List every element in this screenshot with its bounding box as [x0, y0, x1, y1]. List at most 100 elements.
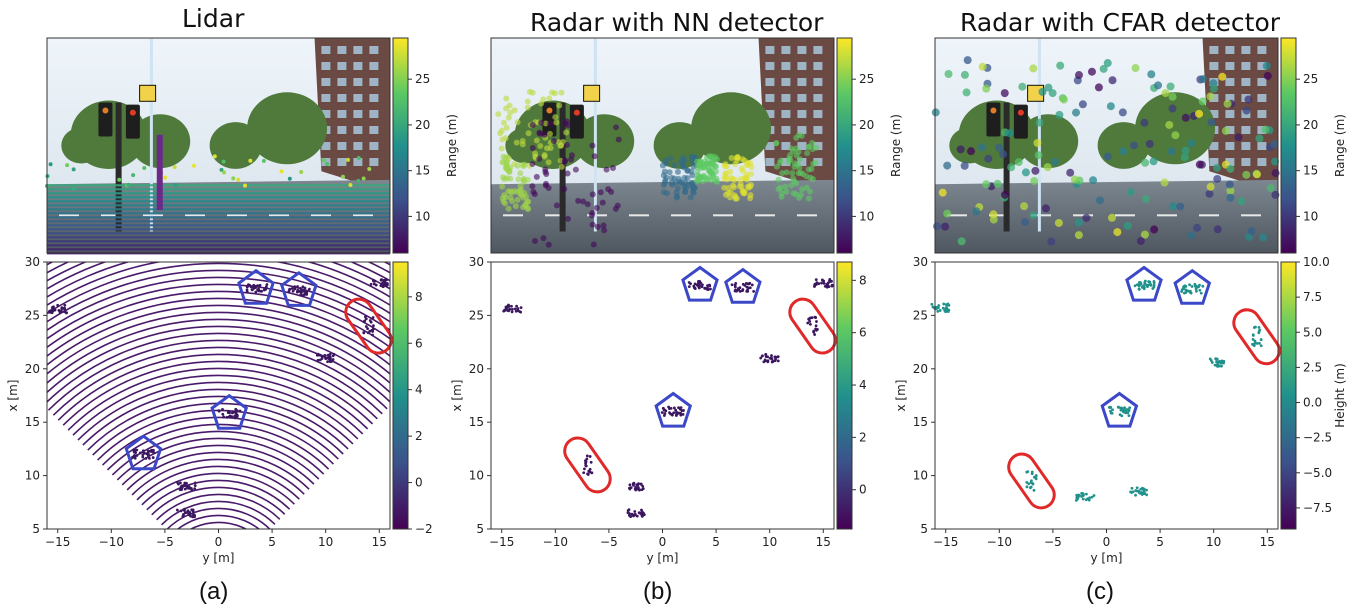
building-window: [797, 94, 807, 102]
radar-cfar-point: [943, 161, 952, 170]
camera-colorbar-0: 10 15 20 25 Range (m): [392, 37, 459, 254]
radar-cfar-point: [1029, 64, 1038, 73]
radar-cfar-point: [1123, 221, 1132, 230]
detection-point: [706, 284, 709, 288]
detection-point: [585, 454, 589, 458]
detection-point: [1199, 291, 1203, 295]
radar-nn-point: [697, 158, 704, 165]
tree: [691, 92, 772, 165]
detection-point: [1218, 360, 1222, 363]
radar-cfar-point: [1226, 193, 1235, 202]
road-sign: [139, 84, 157, 102]
radar-cfar-point: [931, 108, 940, 117]
sublabel-a: (a): [199, 578, 229, 605]
detection-point: [697, 281, 701, 285]
detection-point: [930, 302, 934, 306]
detection-point: [1186, 289, 1190, 293]
building-window: [353, 94, 363, 102]
lidar-point: [361, 176, 366, 181]
radar-nn-point: [700, 172, 707, 179]
radar-cfar-point: [957, 237, 966, 246]
radar-nn-point: [681, 183, 688, 190]
building-window: [369, 78, 379, 86]
detection-point: [674, 414, 678, 417]
lidar-point: [172, 165, 177, 170]
radar-nn-point: [506, 169, 513, 176]
detection-point: [249, 285, 253, 289]
detection-point: [633, 510, 637, 513]
detection-point: [1152, 283, 1156, 287]
detection-point: [217, 409, 221, 413]
radar-nn-point: [773, 140, 780, 147]
building-window: [1257, 110, 1267, 118]
lidar-scanline: [47, 200, 390, 203]
detection-point: [1117, 405, 1120, 409]
lidar-point: [191, 163, 196, 168]
radar-cfar-point: [982, 180, 991, 189]
radar-nn-point: [505, 188, 512, 195]
camera-colorbar-1: 10 15 20 25 Range (m): [836, 37, 903, 254]
y-tick-label: 10: [25, 469, 40, 483]
detection-point: [303, 286, 307, 290]
detection-point: [637, 511, 641, 515]
y-tick-label: 5: [32, 522, 40, 536]
colorbar-gradient: [1280, 261, 1297, 530]
detection-point: [629, 515, 633, 519]
detection-point: [225, 415, 229, 419]
camera-frame: [934, 37, 1279, 254]
building-window: [1209, 62, 1219, 70]
building-window: [781, 62, 791, 70]
radar-nn-point: [600, 222, 607, 229]
radar-nn-point: [734, 154, 741, 161]
detection-point: [1086, 497, 1090, 501]
traffic-light-lamp: [1017, 109, 1024, 116]
detection-point: [1257, 325, 1261, 329]
radar-cfar-point: [1000, 89, 1009, 98]
radar-cfar-point: [1050, 157, 1059, 166]
detection-point: [663, 408, 667, 412]
lidar-ring: [47, 304, 390, 366]
radar-nn-point: [597, 189, 604, 196]
detection-point: [1257, 331, 1261, 335]
detection-point: [183, 507, 186, 511]
radar-cfar-point: [1187, 139, 1196, 148]
detection-point: [363, 315, 367, 319]
building-window: [813, 110, 823, 118]
detection-point: [183, 481, 187, 485]
detection-point: [331, 358, 335, 361]
detection-point: [138, 451, 142, 455]
radar-nn-point: [546, 95, 553, 102]
building-window: [765, 110, 775, 118]
lidar-point: [346, 157, 351, 162]
detection-point: [588, 455, 592, 458]
building-window: [781, 46, 791, 54]
radar-nn-point: [798, 186, 805, 193]
lidar-ring: [57, 353, 378, 421]
lidar-ring: [52, 346, 383, 416]
radar-cfar-point: [1033, 138, 1042, 147]
lidar-point: [287, 176, 292, 181]
radar-cfar-point: [1168, 104, 1177, 113]
building-window: [337, 110, 347, 118]
radar-nn-point: [521, 161, 528, 168]
radar-cfar-point: [1263, 71, 1272, 80]
detection-point: [1130, 486, 1134, 490]
detection-point: [328, 359, 332, 363]
radar-cfar-point: [1195, 160, 1204, 169]
lidar-point: [221, 159, 226, 164]
radar-nn-point: [558, 163, 565, 170]
radar-cfar-point: [1234, 133, 1243, 142]
pedestrian-pentagon: [1100, 391, 1139, 428]
detection-point: [634, 485, 638, 489]
y-tick-label: 25: [469, 308, 484, 322]
radar-nn-point: [664, 190, 671, 197]
cyclist-ellipse: [1232, 308, 1281, 366]
radar-nn-point: [803, 184, 810, 191]
radar-cfar-point: [1021, 218, 1030, 227]
lidar-point: [299, 170, 304, 175]
radar-cfar-point: [977, 143, 986, 152]
y-tick-label: 5: [476, 522, 484, 536]
lane-marking: [797, 214, 817, 217]
detection-point: [816, 327, 819, 331]
lidar-ring: [136, 465, 300, 501]
